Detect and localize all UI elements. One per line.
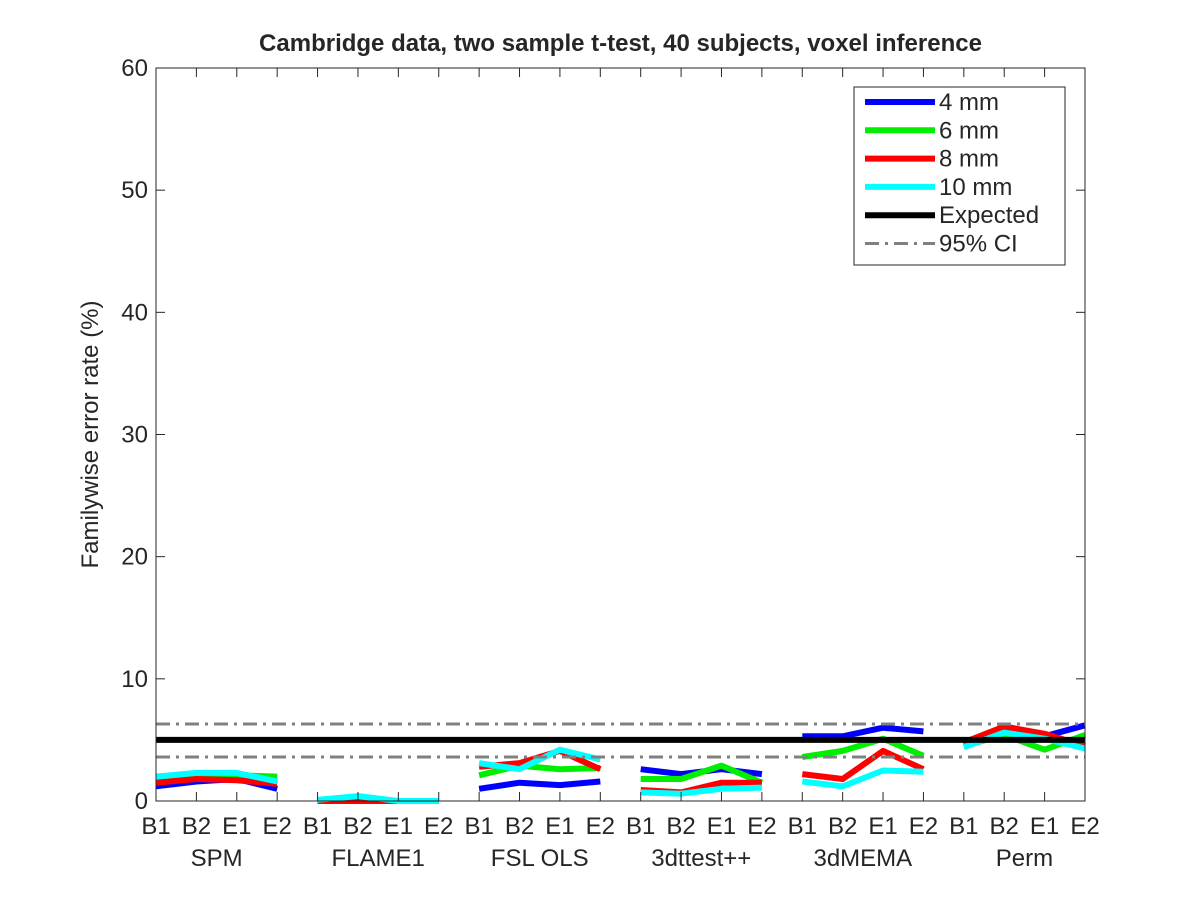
data-marks: [155, 722, 1087, 804]
x-tick-label: E2: [909, 813, 938, 840]
series-line-3-group-0: [155, 769, 278, 785]
y-tick-label: 60: [121, 55, 148, 82]
x-tick-label: B2: [828, 813, 857, 840]
chart-title: Cambridge data, two sample t-test, 40 su…: [259, 30, 982, 57]
series-line-1-group-4: [801, 735, 925, 760]
series-line-3-group-4: [801, 767, 924, 790]
y-tick-label: 0: [135, 788, 148, 815]
series-line-1-group-2: [478, 762, 601, 779]
series-line-1-group-3: [640, 762, 764, 786]
x-tick-label: E1: [1030, 813, 1059, 840]
x-tick-label: B2: [990, 813, 1019, 840]
series-line-2-group-4: [801, 747, 925, 782]
x-tick-label: E2: [586, 813, 615, 840]
legend-label: 10 mm: [939, 174, 1012, 201]
x-tick-label: B1: [949, 813, 978, 840]
legend-label: 6 mm: [939, 117, 999, 144]
y-tick-label: 20: [121, 544, 148, 571]
x-tick-label: E1: [384, 813, 413, 840]
x-tick-label: B1: [141, 813, 170, 840]
series-line-3-group-1: [317, 793, 439, 804]
x-tick-label: E1: [545, 813, 574, 840]
x-tick-label: B1: [464, 813, 493, 840]
x-tick-label: B2: [343, 813, 372, 840]
x-tick-label: E2: [1070, 813, 1099, 840]
series-line-3-group-3: [640, 784, 762, 797]
series-line-3-group-2: [478, 746, 602, 773]
group-label: 3dMEMA: [813, 845, 912, 872]
x-tick-label: B1: [303, 813, 332, 840]
x-tick-label: B2: [182, 813, 211, 840]
y-tick-label: 40: [121, 299, 148, 326]
x-tick-label: B2: [666, 813, 695, 840]
group-label: SPM: [191, 845, 243, 872]
legend-box: [853, 86, 1066, 266]
legend-label: 95% CI: [939, 231, 1018, 258]
x-tick-label: E1: [222, 813, 251, 840]
legend-label: Expected: [939, 202, 1039, 229]
group-label: 3dttest++: [651, 845, 751, 872]
axes: 0 10 20 30 40 50 60 B1 B2 E1 E2 B1 B2 E1 E2 B1 B2 E1 E2 B1 B…: [121, 55, 1099, 872]
y-tick-label: 10: [121, 666, 148, 693]
y-tick-label: 30: [121, 422, 148, 449]
group-label: FLAME1: [331, 845, 424, 872]
x-tick-label: B1: [626, 813, 655, 840]
x-tick-label: B2: [505, 813, 534, 840]
series-line-0-group-4: [802, 724, 924, 740]
legend-label: 8 mm: [939, 146, 999, 173]
group-label: FSL OLS: [491, 845, 589, 872]
series-line-0-group-2: [478, 778, 601, 792]
y-axis-label: Familywise error rate (%): [77, 300, 104, 568]
x-tick-label: E2: [424, 813, 453, 840]
x-tick-label: B1: [788, 813, 817, 840]
series-line-2-group-0: [155, 776, 278, 787]
y-tick-label: 50: [121, 177, 148, 204]
x-tick-label: E1: [707, 813, 736, 840]
x-tick-label: E2: [262, 813, 291, 840]
group-label: Perm: [996, 845, 1053, 872]
legend-label: 4 mm: [939, 89, 999, 116]
x-tick-label: E2: [747, 813, 776, 840]
x-tick-label: E1: [868, 813, 897, 840]
